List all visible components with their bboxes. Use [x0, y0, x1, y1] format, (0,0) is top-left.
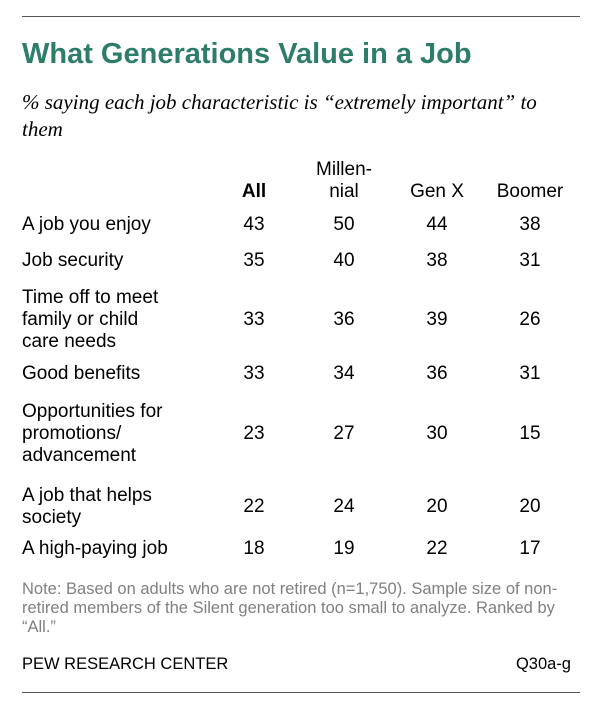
- value-cell: 33: [243, 309, 265, 330]
- value-cell: 20: [426, 496, 448, 517]
- value-cell: 44: [426, 214, 448, 235]
- value-cell: 27: [333, 423, 355, 444]
- row-label: A high-paying job: [22, 538, 168, 559]
- value-cell: 19: [333, 538, 355, 559]
- value-cell: 38: [519, 214, 541, 235]
- row-label: A job that helps society: [22, 485, 152, 528]
- value-cell: 22: [243, 496, 265, 517]
- value-cell: 24: [333, 496, 355, 517]
- row-label: Job security: [22, 250, 124, 271]
- value-cell: 40: [333, 250, 355, 271]
- value-cell: 38: [426, 250, 448, 271]
- value-cell: 39: [426, 309, 448, 330]
- column-header: All: [241, 181, 267, 202]
- column-header: Millen- nial: [316, 159, 372, 202]
- top-rule: [22, 16, 580, 17]
- row-label: Time off to meet family or child care ne…: [22, 287, 159, 352]
- value-cell: 15: [519, 423, 541, 444]
- column-header: Gen X: [410, 181, 464, 202]
- value-cell: 43: [243, 214, 265, 235]
- value-cell: 35: [243, 250, 265, 271]
- question-reference: Q30a-g: [515, 655, 571, 673]
- value-cell: 18: [243, 538, 265, 559]
- value-cell: 36: [426, 363, 448, 384]
- column-header: Boomer: [496, 181, 564, 202]
- value-cell: 50: [333, 214, 355, 235]
- value-cell: 36: [333, 309, 355, 330]
- row-label: Opportunities for promotions/ advancemen…: [22, 401, 163, 466]
- value-cell: 33: [243, 363, 265, 384]
- source-label: PEW RESEARCH CENTER: [22, 655, 229, 673]
- value-cell: 17: [519, 538, 541, 559]
- value-cell: 20: [519, 496, 541, 517]
- row-label: Good benefits: [22, 363, 141, 384]
- value-cell: 34: [333, 363, 355, 384]
- value-cell: 31: [519, 250, 541, 271]
- bottom-rule: [22, 692, 580, 693]
- row-label: A job you enjoy: [22, 214, 151, 235]
- chart-subtitle: % saying each job characteristic is “ext…: [22, 90, 537, 141]
- value-cell: 31: [519, 363, 541, 384]
- value-cell: 30: [426, 423, 448, 444]
- chart-title: What Generations Value in a Job: [22, 38, 472, 70]
- value-cell: 22: [426, 538, 448, 559]
- note-text: Note: Based on adults who are not retire…: [22, 580, 558, 636]
- value-cell: 23: [243, 423, 265, 444]
- value-cell: 26: [519, 309, 541, 330]
